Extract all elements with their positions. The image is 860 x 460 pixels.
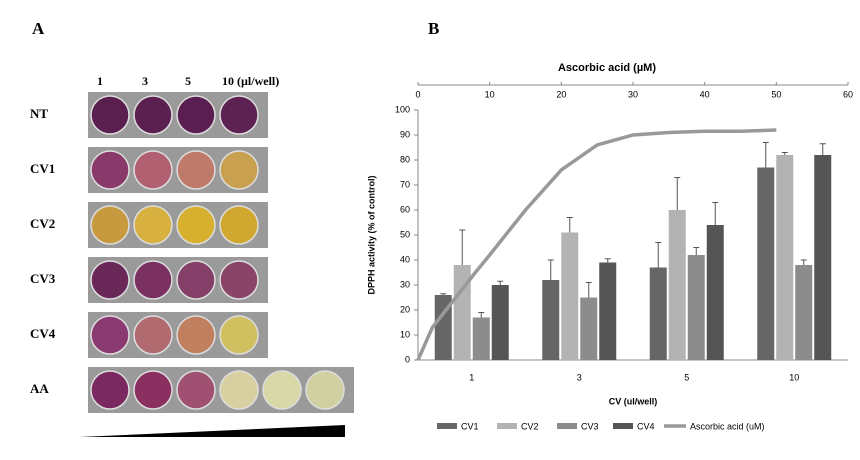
- x-tick-label: 10: [789, 372, 799, 382]
- well: [219, 150, 259, 190]
- x-tick-label: 1: [469, 372, 474, 382]
- y-tick-label: 20: [400, 304, 410, 314]
- x2-tick-label: 50: [771, 89, 781, 99]
- x2-tick-label: 40: [700, 89, 710, 99]
- well: [305, 370, 345, 410]
- x-tick-label: 5: [684, 372, 689, 382]
- legend-label: CV4: [637, 421, 655, 431]
- bar: [561, 232, 579, 360]
- well: [133, 95, 173, 135]
- y-tick-label: 40: [400, 254, 410, 264]
- legend-label: CV1: [461, 421, 479, 431]
- row-label: CV1: [30, 161, 55, 176]
- gradient-wedge: [80, 425, 345, 437]
- y-tick-label: 70: [400, 179, 410, 189]
- well: [219, 205, 259, 245]
- y-tick-label: 90: [400, 129, 410, 139]
- bar: [814, 155, 832, 360]
- row-label: CV4: [30, 326, 56, 341]
- legend-swatch: [437, 423, 457, 429]
- column-label: 3: [142, 74, 148, 88]
- well: [133, 260, 173, 300]
- well: [176, 205, 216, 245]
- x2-tick-label: 60: [843, 89, 853, 99]
- bar: [776, 155, 794, 360]
- well: [219, 95, 259, 135]
- y-tick-label: 80: [400, 154, 410, 164]
- well: [90, 260, 130, 300]
- row-label: AA: [30, 381, 49, 396]
- well: [90, 205, 130, 245]
- legend-swatch: [497, 423, 517, 429]
- x2-tick-label: 10: [485, 89, 495, 99]
- y-tick-label: 0: [405, 354, 410, 364]
- well: [176, 95, 216, 135]
- x2-axis-title: Ascorbic acid (µM): [558, 62, 656, 74]
- bar: [649, 267, 667, 360]
- well: [176, 150, 216, 190]
- well: [90, 95, 130, 135]
- bar: [687, 255, 705, 360]
- legend-label: Ascorbic acid (uM): [690, 421, 765, 431]
- y-axis-title: DPPH activity (% of control): [366, 175, 376, 294]
- well: [219, 260, 259, 300]
- well: [90, 150, 130, 190]
- legend-swatch: [613, 423, 633, 429]
- well: [176, 370, 216, 410]
- legend-swatch: [557, 423, 577, 429]
- column-label: 10 (µl/well): [222, 74, 279, 88]
- x-tick-label: 3: [577, 372, 582, 382]
- well: [133, 370, 173, 410]
- line: [416, 128, 777, 361]
- y-tick-label: 60: [400, 204, 410, 214]
- well: [90, 315, 130, 355]
- legend-label: CV2: [521, 421, 539, 431]
- bar: [599, 262, 617, 360]
- bar: [472, 317, 490, 360]
- row-label: CV3: [30, 271, 56, 286]
- y-tick-label: 100: [395, 104, 410, 114]
- x2-tick-label: 0: [415, 89, 420, 99]
- bar: [434, 295, 452, 360]
- bar: [757, 167, 775, 360]
- y-tick-label: 10: [400, 329, 410, 339]
- well: [133, 315, 173, 355]
- well: [176, 315, 216, 355]
- well: [90, 370, 130, 410]
- row-label: CV2: [30, 216, 55, 231]
- well: [219, 315, 259, 355]
- well: [176, 260, 216, 300]
- bar: [706, 225, 724, 360]
- y-tick-label: 50: [400, 229, 410, 239]
- well: [133, 205, 173, 245]
- y-tick-label: 30: [400, 279, 410, 289]
- column-label: 1: [97, 74, 103, 88]
- bar: [580, 297, 598, 360]
- bar: [491, 285, 509, 360]
- panel-label: B: [428, 19, 439, 38]
- x2-tick-label: 20: [556, 89, 566, 99]
- well: [262, 370, 302, 410]
- bar: [795, 265, 813, 360]
- row-label: NT: [30, 106, 48, 121]
- panel-label: A: [32, 19, 45, 38]
- well: [133, 150, 173, 190]
- bar: [668, 210, 686, 360]
- x-axis-title: CV (ul/well): [609, 396, 658, 406]
- bar: [542, 280, 560, 360]
- bar: [453, 265, 471, 360]
- well: [219, 370, 259, 410]
- x2-tick-label: 30: [628, 89, 638, 99]
- legend-label: CV3: [581, 421, 599, 431]
- column-label: 5: [185, 74, 191, 88]
